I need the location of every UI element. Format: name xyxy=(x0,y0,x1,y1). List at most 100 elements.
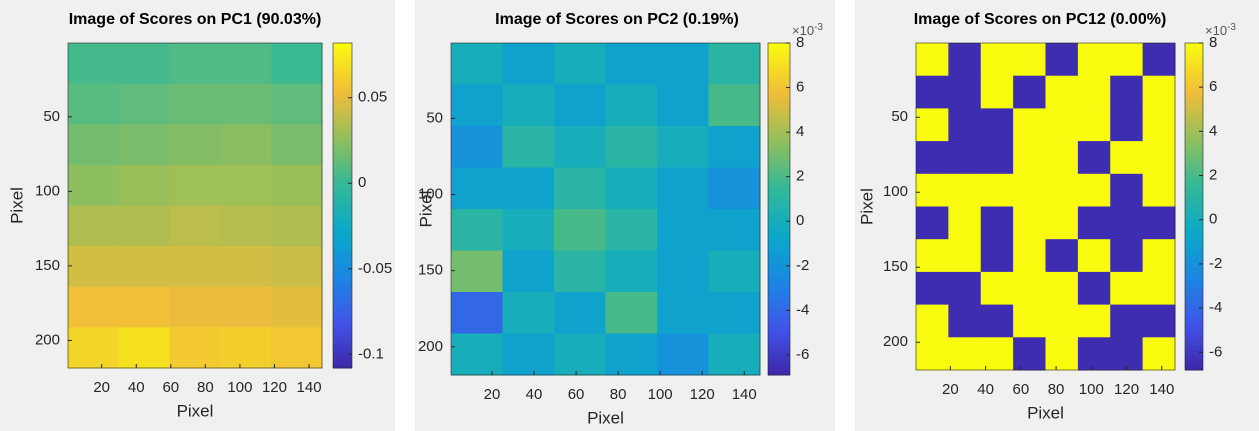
colorbar-swatch xyxy=(768,271,790,276)
colorbar-swatch xyxy=(1185,149,1203,154)
heatmap-cell xyxy=(605,126,658,168)
colorbar-swatch xyxy=(768,192,790,198)
heatmap-cell xyxy=(980,108,1014,142)
colorbar-swatch xyxy=(768,55,790,61)
colorbar-swatch xyxy=(768,67,790,73)
chart-title: Image of Scores on PC2 (0.19%) xyxy=(495,11,739,28)
heatmap-cell xyxy=(502,292,555,334)
colorbar-swatch xyxy=(768,63,790,69)
colorbar-swatch xyxy=(1185,341,1203,346)
heatmap-cell xyxy=(118,246,171,288)
colorbar-swatch xyxy=(333,197,352,202)
colorbar-tick-label: 4 xyxy=(1209,122,1217,139)
heatmap-cell xyxy=(708,126,761,168)
colorbar-swatch xyxy=(768,292,790,297)
colorbar-swatch xyxy=(333,286,352,292)
colorbar-swatch xyxy=(333,335,352,341)
colorbar-swatch xyxy=(1185,51,1203,56)
colorbar-swatch xyxy=(333,250,352,255)
heatmap-cell xyxy=(1110,239,1144,273)
heatmap-cell xyxy=(169,164,221,206)
heatmap-cell xyxy=(1045,43,1079,77)
heatmap-cell xyxy=(916,304,949,338)
colorbar-swatch xyxy=(768,179,790,185)
heatmap-cell xyxy=(916,75,949,109)
colorbar-swatch xyxy=(333,91,352,97)
heatmap-cell xyxy=(502,167,555,210)
colorbar-swatch xyxy=(768,163,790,168)
heatmap-cell xyxy=(657,167,709,210)
heatmap-cell xyxy=(220,286,272,328)
heatmap-cell xyxy=(451,167,503,210)
colorbar-swatch xyxy=(1185,353,1203,359)
colorbar-swatch xyxy=(1185,259,1203,265)
colorbar-tick-label: -6 xyxy=(796,346,809,363)
colorbar-swatch xyxy=(1185,153,1203,158)
colorbar-swatch xyxy=(768,312,790,318)
y-axis-label: Pixel xyxy=(7,187,26,224)
colorbar-swatch xyxy=(768,225,790,231)
colorbar-swatch xyxy=(768,209,790,214)
heatmap-cell xyxy=(1142,337,1176,371)
heatmap-cell xyxy=(451,84,503,127)
colorbar-swatch xyxy=(768,171,790,177)
heatmap-cell xyxy=(980,141,1014,175)
colorbar-swatch xyxy=(1185,280,1203,285)
colorbar-swatch xyxy=(333,347,352,353)
heatmap-cell xyxy=(948,337,982,371)
heatmap-cell xyxy=(948,304,982,338)
heatmap-cell xyxy=(502,209,555,251)
heatmap-cell xyxy=(1013,75,1046,109)
y-tick-label: 200 xyxy=(418,338,443,355)
heatmap-cell xyxy=(271,124,323,166)
x-tick-label: 60 xyxy=(1012,381,1029,398)
colorbar-swatch xyxy=(333,315,352,320)
colorbar-swatch xyxy=(1185,87,1203,93)
colorbar-swatch xyxy=(333,148,352,154)
heatmap-cell xyxy=(169,286,221,328)
colorbar-swatch xyxy=(333,193,352,198)
colorbar-swatch xyxy=(1185,349,1203,355)
heatmap-cell xyxy=(980,337,1014,371)
colorbar-swatch xyxy=(768,283,790,289)
heatmap-cell xyxy=(118,124,171,166)
colorbar-swatch xyxy=(333,331,352,336)
heatmap-cell xyxy=(1013,173,1046,207)
heatmap-cell xyxy=(657,292,709,334)
heatmap-cell xyxy=(605,333,658,376)
x-axis-label: Pixel xyxy=(587,408,624,427)
colorbar-swatch xyxy=(1185,104,1203,109)
heatmap-cell xyxy=(502,333,555,376)
heatmap-cell xyxy=(118,205,171,247)
heatmap-cell xyxy=(118,327,171,369)
colorbar-swatch xyxy=(333,168,352,174)
colorbar-swatch xyxy=(333,132,352,137)
colorbar-swatch xyxy=(333,164,352,170)
x-tick-label: 40 xyxy=(526,386,543,403)
colorbar-swatch xyxy=(1185,128,1203,134)
heatmap-cell xyxy=(916,271,949,306)
colorbar-tick-label: -0.1 xyxy=(358,345,384,362)
chart-title: Image of Scores on PC1 (90.03%) xyxy=(69,11,322,28)
heatmap-cell xyxy=(220,327,272,369)
x-tick-label: 40 xyxy=(128,379,145,396)
colorbar-swatch xyxy=(768,142,790,148)
heatmap-cell xyxy=(554,84,606,127)
heatmap-cell xyxy=(220,124,272,166)
colorbar-swatch xyxy=(768,105,790,110)
colorbar-swatch xyxy=(768,279,790,285)
heatmap-cell xyxy=(68,83,120,125)
colorbar-swatch xyxy=(1185,255,1203,261)
heatmap-cell xyxy=(118,43,171,85)
heatmap-cell xyxy=(708,292,761,334)
y-axis-label: Pixel xyxy=(416,191,435,228)
heatmap-cell xyxy=(502,250,555,293)
colorbar-swatch xyxy=(768,325,790,330)
colorbar-swatch xyxy=(333,71,352,76)
heatmap-cell xyxy=(657,333,709,376)
colorbar-swatch xyxy=(1185,271,1203,277)
heatmap-cell xyxy=(1077,141,1111,175)
heatmap-cell xyxy=(1110,43,1144,77)
colorbar-swatch xyxy=(1185,365,1203,371)
